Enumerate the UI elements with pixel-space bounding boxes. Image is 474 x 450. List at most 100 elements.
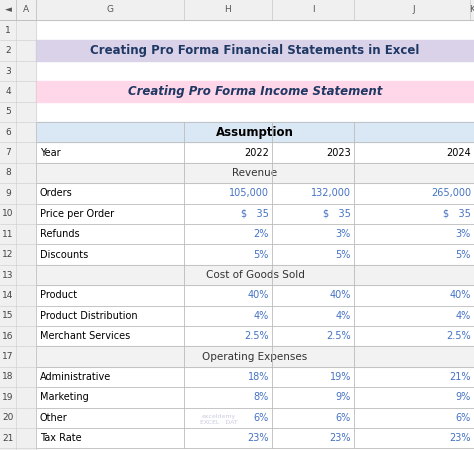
Text: 21: 21 [2,434,14,443]
Text: 6%: 6% [456,413,471,423]
Text: $   35: $ 35 [241,209,269,219]
Text: ◄: ◄ [5,5,11,14]
Text: 5%: 5% [254,250,269,260]
Text: K: K [469,5,474,14]
Bar [36,224,474,244]
Text: 2.5%: 2.5% [447,331,471,341]
Text: 16: 16 [2,332,14,341]
Text: 9%: 9% [336,392,351,402]
Text: 4%: 4% [456,311,471,321]
Text: 2.5%: 2.5% [245,331,269,341]
Text: Refunds: Refunds [40,229,80,239]
Text: 40%: 40% [329,290,351,301]
Text: 15: 15 [2,311,14,320]
Text: 40%: 40% [247,290,269,301]
Bar [36,387,474,408]
Text: 3%: 3% [456,229,471,239]
Bar [36,122,474,142]
Text: 23%: 23% [247,433,269,443]
Text: 2: 2 [5,46,11,55]
Text: Discounts: Discounts [40,250,88,260]
Text: 19%: 19% [329,372,351,382]
Bar [36,265,474,285]
Text: 105,000: 105,000 [229,189,269,198]
Text: Creating Pro Forma Financial Statements in Excel: Creating Pro Forma Financial Statements … [91,44,419,57]
Text: 3%: 3% [336,229,351,239]
Bar [36,285,474,306]
Text: 12: 12 [2,250,14,259]
Text: J: J [413,5,415,14]
Text: Merchant Services: Merchant Services [40,331,130,341]
Text: G: G [107,5,113,14]
Text: A: A [23,5,29,14]
Bar [36,142,474,163]
Text: 132,000: 132,000 [311,189,351,198]
Text: 4: 4 [5,87,11,96]
Bar [36,428,474,448]
Text: Cost of Goods Sold: Cost of Goods Sold [206,270,304,280]
Text: Other: Other [40,413,68,423]
Text: 21%: 21% [449,372,471,382]
Text: 3: 3 [5,67,11,76]
Bar [36,306,474,326]
Text: 5%: 5% [456,250,471,260]
Text: Tax Rate: Tax Rate [40,433,82,443]
Text: 4%: 4% [336,311,351,321]
Text: 40%: 40% [450,290,471,301]
Text: 2022: 2022 [244,148,269,157]
Bar [36,163,474,183]
Text: 19: 19 [2,393,14,402]
Bar [36,326,474,346]
Text: 1: 1 [5,26,11,35]
Text: 13: 13 [2,270,14,279]
Text: 4%: 4% [254,311,269,321]
Text: 6%: 6% [336,413,351,423]
Text: 8%: 8% [254,392,269,402]
Bar [0,0,36,450]
Text: Price per Order: Price per Order [40,209,114,219]
Text: 23%: 23% [449,433,471,443]
Text: Product Distribution: Product Distribution [40,311,137,321]
Text: $   35: $ 35 [443,209,471,219]
Text: Creating Pro Forma Income Statement: Creating Pro Forma Income Statement [128,85,382,98]
Bar [36,40,474,61]
Text: exceldemy
EXCEL · DAT: exceldemy EXCEL · DAT [201,414,238,425]
Bar [36,183,474,203]
Text: Operating Expenses: Operating Expenses [202,351,308,362]
Text: Marketing: Marketing [40,392,89,402]
Text: Orders: Orders [40,189,73,198]
Text: 5%: 5% [336,250,351,260]
Text: 20: 20 [2,413,14,422]
Bar [36,163,474,183]
Text: 18: 18 [2,373,14,382]
Text: $   35: $ 35 [323,209,351,219]
Text: 8: 8 [5,168,11,177]
Text: 9: 9 [5,189,11,198]
Bar [36,244,474,265]
Bar [0,0,474,20]
Text: 2%: 2% [254,229,269,239]
Text: 17: 17 [2,352,14,361]
Text: 6%: 6% [254,413,269,423]
Text: Revenue: Revenue [232,168,278,178]
Bar [36,408,474,428]
Text: 14: 14 [2,291,14,300]
Bar [36,346,474,367]
Text: 6: 6 [5,128,11,137]
Text: 23%: 23% [329,433,351,443]
Text: 2023: 2023 [326,148,351,157]
Text: H: H [225,5,231,14]
Text: Assumption: Assumption [216,126,294,139]
Text: 2024: 2024 [446,148,471,157]
Text: I: I [312,5,314,14]
Text: Product: Product [40,290,77,301]
Text: Administrative: Administrative [40,372,111,382]
Text: 2.5%: 2.5% [327,331,351,341]
Bar [36,346,474,367]
Bar [36,122,474,142]
Bar [36,203,474,224]
Text: 9%: 9% [456,392,471,402]
Bar [36,265,474,285]
Text: 11: 11 [2,230,14,238]
Bar [36,367,474,387]
